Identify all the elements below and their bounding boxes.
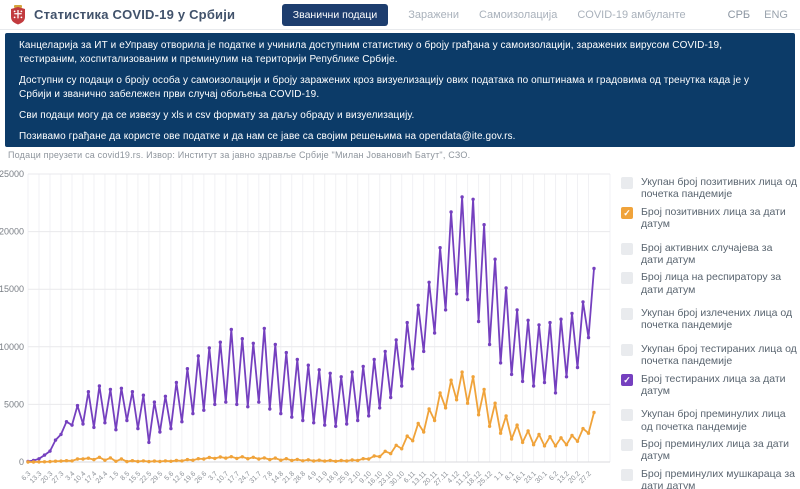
svg-text:5.6: 5.6: [163, 470, 175, 482]
language-switcher: СРБ ENG: [728, 9, 788, 21]
legend-checkbox-8[interactable]: [621, 439, 633, 451]
svg-text:7.8: 7.8: [262, 470, 274, 482]
legend-item-active-cases[interactable]: Број активних случајева за дати датум: [621, 242, 797, 267]
legend-label: Број активних случајева за дати датум: [641, 241, 773, 266]
legend-checkbox-9[interactable]: [621, 468, 633, 481]
svg-text:3.4: 3.4: [65, 470, 77, 482]
nav-official-data-button[interactable]: Званични подаци: [281, 3, 389, 26]
svg-text:20000: 20000: [0, 227, 24, 237]
svg-text:5000: 5000: [4, 399, 24, 409]
legend-label: Укупан број позитивних лица од почетка п…: [641, 176, 798, 201]
svg-text:31.7: 31.7: [249, 470, 264, 485]
legend-label: Број тестираних лица за дати датум: [641, 372, 786, 397]
legend-checkbox-4[interactable]: [621, 308, 633, 320]
svg-text:27.2: 27.2: [578, 470, 593, 485]
svg-text:24.4: 24.4: [95, 470, 110, 485]
svg-text:3.7: 3.7: [207, 470, 219, 482]
legend-checkbox-2[interactable]: [621, 242, 633, 255]
legend-item-total-recovered[interactable]: Укупан број излечених лица од почетка па…: [621, 307, 797, 332]
svg-text:0: 0: [19, 457, 24, 467]
covid-timeseries-chart: 6.313.320.327.3 3.410.417.424.4 1.5 8.515.5…: [0, 169, 611, 488]
top-header: Статистика COVID-19 у Србији Званични по…: [0, 0, 800, 30]
svg-text:6.2: 6.2: [548, 470, 560, 482]
legend-item-total-deceased[interactable]: Укупан број преминулих лица од почетка п…: [621, 408, 797, 433]
banner-paragraph-2: Доступни су подаци о броју особа у самои…: [19, 75, 750, 100]
banner-paragraph-4: Позивамо грађане да користе ове податке …: [19, 131, 516, 142]
legend-item-daily-deceased[interactable]: Број преминулих лица за дати датум: [621, 438, 797, 463]
chart-legend: Укупан број позитивних лица од почетка п…: [621, 176, 797, 489]
nav-infected-link[interactable]: Заражени: [408, 8, 459, 21]
svg-text:28.8: 28.8: [293, 470, 308, 485]
banner-paragraph-1: Канцеларија за ИТ и еУправу отворила је …: [19, 40, 723, 65]
serbia-coat-of-arms-icon: [11, 4, 25, 24]
legend-checkbox-5[interactable]: [621, 343, 633, 356]
legend-item-total-tested[interactable]: Укупан број тестираних лица од почетка п…: [621, 343, 797, 368]
svg-text:10000: 10000: [0, 342, 24, 352]
main-nav: Званични подаци Заражени Самоизолација C…: [281, 3, 790, 26]
page-title: Статистика COVID-19 у Србији: [34, 7, 236, 22]
legend-checkbox-7[interactable]: [621, 409, 633, 422]
legend-checkbox-6[interactable]: [621, 373, 633, 386]
nav-self-isolation-link[interactable]: Самоизолација: [478, 8, 558, 21]
svg-text:6.3: 6.3: [21, 470, 33, 482]
svg-text:4.9: 4.9: [306, 470, 318, 482]
legend-label: Број преминулих мушкараца за дати датум: [641, 467, 796, 489]
svg-text:26.6: 26.6: [194, 470, 209, 485]
legend-checkbox-3[interactable]: [621, 272, 633, 285]
legend-label: Укупан број излечених лица од почетка па…: [641, 307, 793, 332]
legend-item-total-positive[interactable]: Укупан број позитивних лица од почетка п…: [621, 176, 797, 201]
legend-item-daily-tested[interactable]: Број тестираних лица за дати датум: [621, 373, 797, 398]
legend-label: Број преминулих лица за дати датум: [641, 438, 789, 463]
banner-paragraph-3: Сви подаци могу да се извезу у xls и csv…: [19, 110, 415, 121]
svg-text:1.5: 1.5: [109, 470, 121, 482]
svg-text:8.5: 8.5: [119, 470, 131, 482]
legend-label: Број лица на респиратору за дати датум: [641, 271, 782, 296]
svg-text:15000: 15000: [0, 284, 24, 294]
legend-checkbox-1[interactable]: [621, 206, 633, 219]
svg-text:27.3: 27.3: [51, 470, 66, 485]
legend-item-on-ventilator[interactable]: Број лица на респиратору за дати датум: [621, 271, 797, 296]
legend-label: Укупан број преминулих лица од почетка п…: [641, 408, 786, 433]
lang-srb-link[interactable]: СРБ: [727, 8, 751, 21]
data-source-note: Подаци преузети са covid19.rs. Извор: Ин…: [8, 150, 471, 160]
svg-text:8.1: 8.1: [504, 470, 516, 482]
info-banner: Канцеларија за ИТ и еУправу отворила је …: [5, 33, 795, 147]
svg-text:29.5: 29.5: [150, 470, 165, 485]
legend-item-daily-positive[interactable]: Број позитивних лица за дати датум: [621, 206, 797, 231]
legend-checkbox-0[interactable]: [621, 177, 633, 189]
lang-eng-link[interactable]: ENG: [764, 8, 788, 21]
svg-text:25000: 25000: [0, 169, 24, 179]
legend-item-daily-deceased-male[interactable]: Број преминулих мушкараца за дати датум: [621, 468, 797, 489]
svg-text:30.1: 30.1: [534, 470, 549, 485]
nav-ambulances-link[interactable]: COVID-19 амбуланте: [577, 8, 686, 21]
svg-text:1.1: 1.1: [493, 470, 505, 482]
legend-label: Број позитивних лица за дати датум: [641, 205, 786, 231]
legend-label: Укупан број тестираних лица од почетка п…: [641, 342, 797, 368]
